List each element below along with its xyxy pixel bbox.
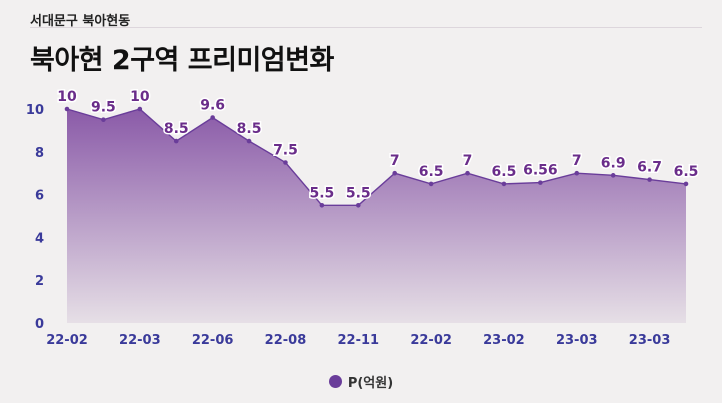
data-point xyxy=(538,180,543,185)
series-line xyxy=(66,108,687,207)
x-tick-label: 22-11 xyxy=(338,333,380,348)
data-point xyxy=(392,170,398,176)
data-label: 8.5 xyxy=(237,121,262,137)
data-label: 7.5 xyxy=(273,143,298,159)
data-label: 10 xyxy=(57,89,77,105)
plot-area xyxy=(64,106,689,323)
data-point xyxy=(319,203,325,208)
data-point xyxy=(246,138,252,144)
y-axis: 0 2 4 6 8 10 xyxy=(26,103,44,332)
y-tick-label: 8 xyxy=(35,146,44,161)
legend-marker xyxy=(328,375,342,388)
data-point xyxy=(465,170,470,176)
data-label: 7 xyxy=(390,153,400,169)
x-axis: 22-02 22-03 22-06 22-08 22-11 22-02 23-02 23-03… xyxy=(46,333,670,348)
x-tick-label: 22-03 xyxy=(119,333,161,348)
area-fill xyxy=(67,109,686,323)
data-point xyxy=(647,177,652,182)
data-label: 10 xyxy=(130,89,150,105)
data-point xyxy=(137,106,143,112)
chart-title: 북아현 2구역 프리미엄변화 xyxy=(30,45,334,76)
data-label: 7 xyxy=(572,153,582,169)
data-labels: 10 9.5 10 8.5 9.6 8.5 7.5 5.5 5.5 7 6.5 7 6.5 6.56 7 6.… xyxy=(56,88,700,203)
data-point xyxy=(210,115,215,120)
data-label: 6.7 xyxy=(637,160,662,176)
y-tick-label: 2 xyxy=(35,274,44,289)
x-tick-label: 22-02 xyxy=(46,333,88,348)
y-tick-label: 10 xyxy=(26,103,44,118)
chart-subtitle: 서대문구 북아현동 xyxy=(30,14,131,29)
legend-label: P(억원) xyxy=(347,376,394,391)
data-label: 6.56 xyxy=(523,163,558,179)
data-point xyxy=(428,181,434,187)
data-label: 5.5 xyxy=(309,185,334,201)
x-tick-label: 22-02 xyxy=(410,333,452,348)
data-point xyxy=(610,173,616,178)
y-tick-label: 0 xyxy=(35,317,44,332)
x-tick-label: 22-08 xyxy=(265,333,307,348)
data-point xyxy=(283,160,288,165)
x-tick-label: 22-06 xyxy=(192,333,234,348)
x-tick-label: 23-03 xyxy=(556,333,598,348)
x-tick-label: 23-03 xyxy=(629,333,671,348)
data-point xyxy=(64,106,70,112)
data-label: 7 xyxy=(463,153,473,169)
data-point xyxy=(574,170,580,176)
data-point xyxy=(501,181,507,187)
x-tick-label: 23-02 xyxy=(483,333,525,348)
y-tick-label: 6 xyxy=(35,189,44,204)
data-label: 8.5 xyxy=(164,121,189,137)
data-label: 5.5 xyxy=(346,185,371,201)
data-label: 9.6 xyxy=(200,98,225,114)
data-label: 9.5 xyxy=(91,100,116,116)
data-label: 6.5 xyxy=(419,164,444,180)
data-label: 6.5 xyxy=(674,164,699,180)
data-point xyxy=(173,138,179,144)
data-point xyxy=(683,181,689,187)
legend: P(억원) xyxy=(0,372,722,391)
data-point xyxy=(355,203,361,208)
header-divider xyxy=(30,27,702,28)
y-tick-label: 4 xyxy=(35,231,44,246)
data-point xyxy=(101,117,106,122)
data-label: 6.9 xyxy=(601,155,626,171)
data-label: 6.5 xyxy=(492,164,517,180)
